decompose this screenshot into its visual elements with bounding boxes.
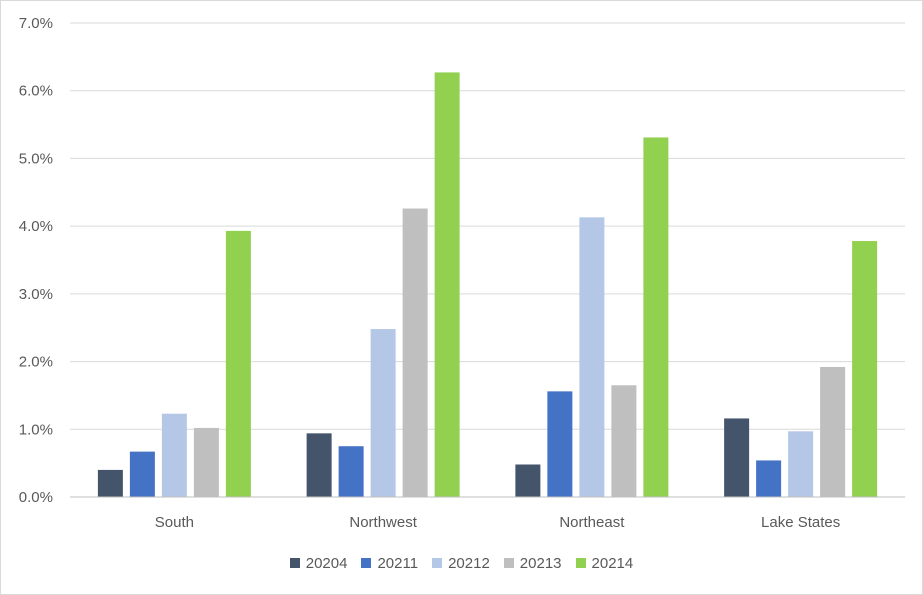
legend-label: 20212: [448, 554, 490, 572]
bar-20211-northwest: [338, 446, 364, 497]
y-tick-label: 7.0%: [19, 15, 53, 32]
bar-20214-northeast: [643, 137, 669, 498]
bar-20212-lake-states: [788, 431, 814, 497]
legend-swatch: [289, 558, 300, 568]
bar-20204-south: [97, 469, 123, 497]
bar-20211-south: [129, 451, 155, 497]
legend: 20204 20211 20212 20213 20214: [0, 552, 923, 574]
y-axis-ticks: 0.0% 1.0% 2.0% 3.0% 4.0% 5.0% 6.0% 7.0%: [19, 15, 53, 506]
y-tick-label: 5.0%: [19, 150, 53, 167]
bar-20204-northwest: [306, 433, 332, 497]
bar-20213-northwest: [402, 208, 428, 497]
bar-20204-lake-states: [724, 418, 750, 497]
legend-item: 20212: [432, 555, 490, 572]
bar-20211-northeast: [547, 391, 573, 497]
bar-20212-northeast: [579, 217, 605, 497]
legend-swatch: [432, 558, 443, 568]
gridlines: [70, 22, 905, 430]
y-tick-label: 1.0%: [19, 421, 53, 438]
x-axis-ticks: South Northwest Northeast Lake States: [155, 514, 840, 531]
x-tick-label: Northwest: [349, 514, 417, 531]
y-tick-label: 3.0%: [19, 286, 53, 303]
bar-20212-northwest: [370, 329, 396, 497]
bar-20214-northwest: [434, 72, 460, 497]
x-tick-label: South: [155, 514, 194, 531]
legend-item: 20204: [289, 554, 348, 572]
legend-swatch: [575, 558, 586, 568]
y-tick-label: 4.0%: [19, 218, 53, 235]
bar-20214-lake-states: [852, 241, 878, 497]
legend-item: 20213: [503, 554, 562, 572]
legend-label: 20213: [519, 554, 562, 572]
bar-20204-northeast: [515, 464, 541, 497]
legend-label: 20204: [305, 554, 348, 572]
x-tick-label: Lake States: [761, 514, 840, 531]
legend-item: 20211: [361, 555, 418, 572]
y-tick-label: 0.0%: [19, 489, 53, 506]
legend-swatch: [361, 558, 372, 568]
y-tick-label: 2.0%: [19, 354, 53, 371]
x-tick-label: Northeast: [559, 514, 625, 531]
bar-20214-south: [225, 230, 251, 497]
bar-20213-lake-states: [820, 366, 846, 497]
legend-swatch: [503, 558, 514, 568]
legend-label: 20214: [591, 554, 634, 572]
y-tick-label: 6.0%: [19, 83, 53, 100]
bar-20211-lake-states: [756, 460, 782, 497]
bar-20213-south: [193, 427, 219, 497]
bars: [97, 72, 878, 498]
bar-20212-south: [161, 413, 187, 497]
legend-label: 20211: [377, 554, 419, 572]
legend-item: 20214: [575, 554, 634, 572]
bar-20213-northeast: [611, 385, 637, 497]
